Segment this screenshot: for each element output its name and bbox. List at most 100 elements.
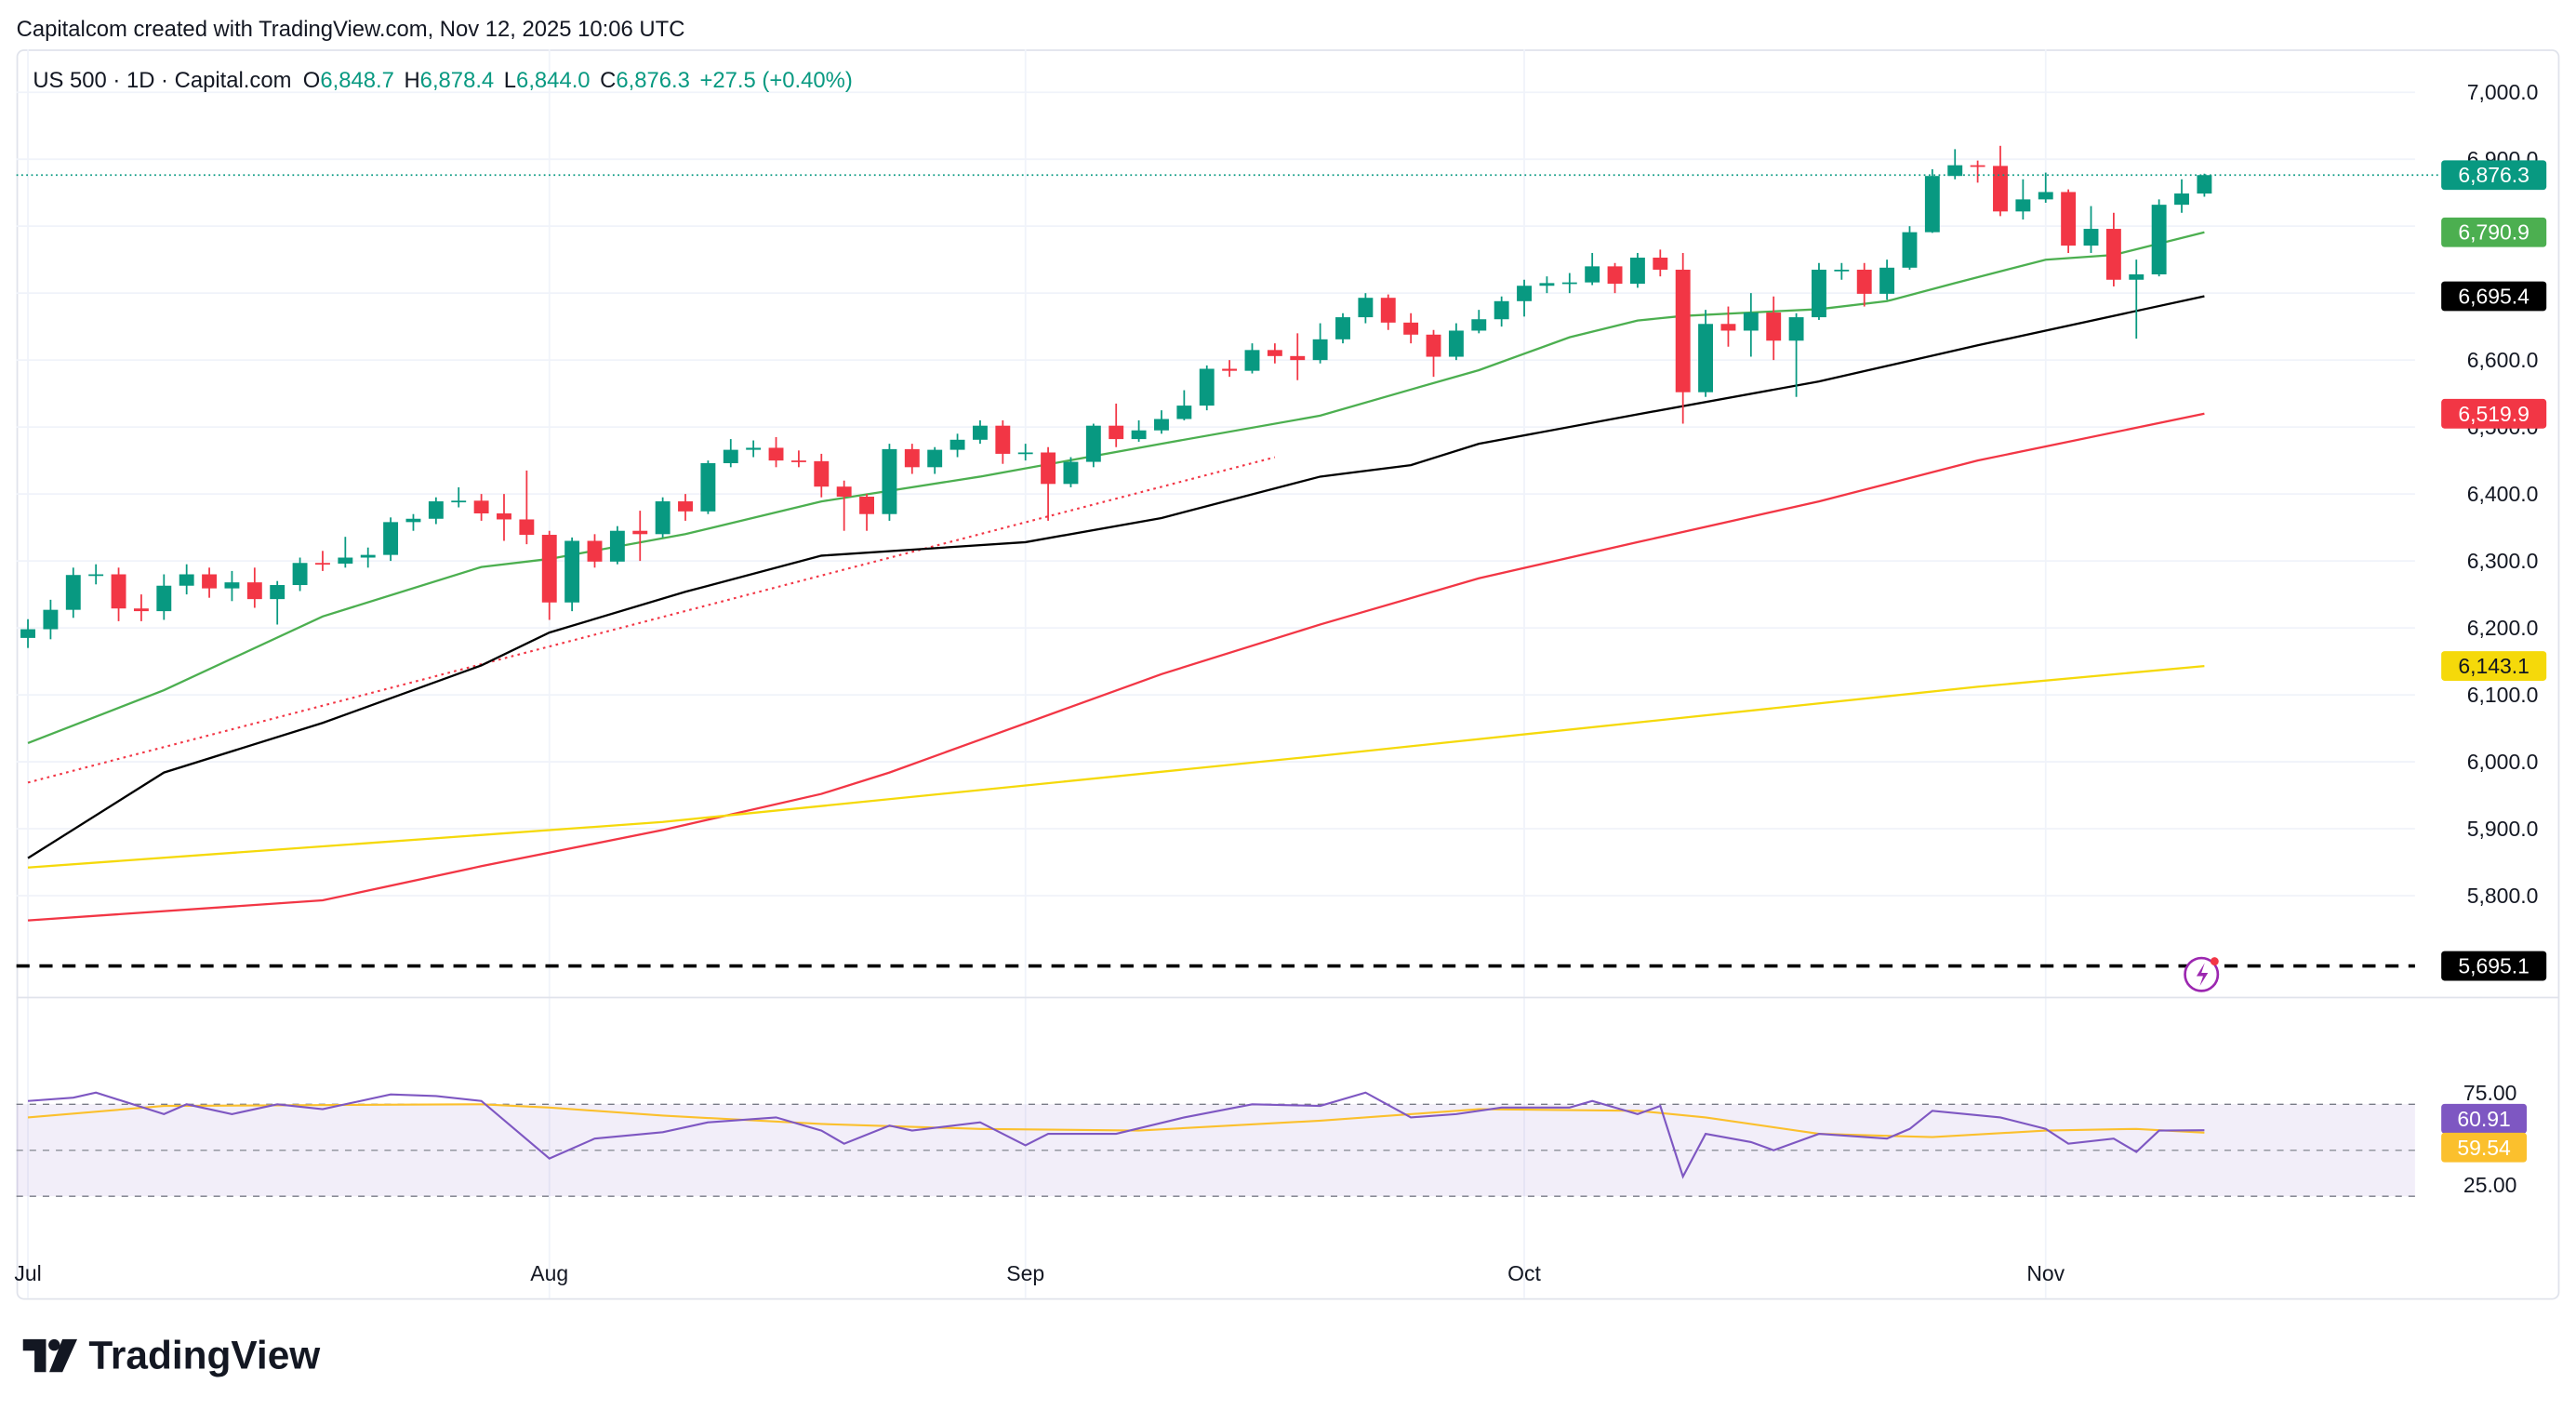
- brand-name: TradingView: [88, 1334, 321, 1377]
- legend-key: O: [303, 68, 321, 93]
- y-tick-label: 6,600.0: [2467, 348, 2539, 372]
- candle-body: [2151, 205, 2167, 275]
- candle-body: [338, 557, 353, 564]
- candle-body: [1154, 419, 1169, 431]
- candle-body: [111, 574, 126, 609]
- y-tick-label: 6,000.0: [2467, 750, 2539, 774]
- candle-body: [405, 518, 421, 523]
- candle-body: [1743, 313, 1759, 331]
- candle-body: [927, 449, 943, 468]
- candle-body: [133, 608, 149, 612]
- candle-body: [632, 530, 648, 535]
- candle-body: [1856, 269, 1872, 294]
- candle-body: [20, 629, 35, 638]
- candle-body: [1766, 313, 1782, 341]
- plot-layer: Jul Aug Sep Oct Nov 5,800.0 5,900.0 6,000.0 6,10…: [14, 49, 2558, 1298]
- candle-body: [2061, 192, 2077, 246]
- candle-body: [202, 574, 218, 589]
- y-tick-label: 5,800.0: [2467, 884, 2539, 908]
- candle-body: [1653, 258, 1668, 270]
- x-tick-label: Sep: [1006, 1261, 1044, 1285]
- candle-body: [882, 448, 897, 514]
- candle-body: [156, 585, 172, 612]
- candle-body: [859, 496, 874, 514]
- line-value-label-box: [2441, 217, 2547, 247]
- line-value-label: 6,695.4: [2458, 284, 2530, 308]
- brand-logo: [22, 1338, 78, 1373]
- candle-body: [1199, 368, 1215, 406]
- candle-body: [746, 447, 762, 450]
- candle-body: [1902, 232, 1918, 268]
- candle-body: [1720, 324, 1736, 331]
- y-tick-label: 6,300.0: [2467, 549, 2539, 573]
- candle-body: [428, 501, 444, 519]
- candle-body: [1879, 267, 1895, 294]
- rsi-line: [27, 1091, 2205, 1179]
- legend-key: L: [504, 68, 516, 93]
- candle-body: [2105, 229, 2121, 280]
- rsi-tick-label: 75.00: [2463, 1081, 2516, 1105]
- candle-body: [1448, 330, 1464, 357]
- candle-body: [1970, 165, 1985, 167]
- legend-symbol: US 500 · 1D · Capital.com: [33, 68, 291, 93]
- candle-body: [2197, 175, 2212, 194]
- chart-frame: [16, 49, 2560, 1300]
- candle-body: [995, 425, 1011, 454]
- candle-body: [1290, 355, 1306, 361]
- x-tick-label: Jul: [14, 1261, 41, 1285]
- candle-body: [814, 460, 830, 487]
- y-tick-label: 7,000.0: [2467, 80, 2539, 104]
- candle-body: [519, 519, 535, 536]
- candle-body: [270, 585, 285, 600]
- candle-body: [1993, 166, 2008, 212]
- candle-body: [790, 460, 806, 462]
- legend-value: 6,876.3: [616, 68, 690, 93]
- candle-body: [88, 574, 104, 577]
- candle-body: [1131, 430, 1147, 440]
- last-price-label-box: [2441, 160, 2547, 191]
- candle-body: [1176, 406, 1192, 419]
- candle-body: [1834, 269, 1850, 272]
- candle-body: [949, 439, 965, 450]
- legend-value: 6,844.0: [516, 68, 591, 93]
- legend-key: H: [404, 68, 419, 93]
- legend-change: +27.5 (+0.40%): [700, 68, 853, 93]
- rsi-line: [27, 1103, 2205, 1138]
- candle-body: [2129, 274, 2144, 280]
- candle-body: [497, 512, 511, 520]
- candle-body: [1539, 283, 1555, 286]
- x-tick-label: Nov: [2026, 1261, 2065, 1285]
- rsi-value-label: 59.54: [2457, 1136, 2511, 1160]
- rsi-value-box: [2441, 1132, 2528, 1163]
- candle-body: [836, 486, 852, 497]
- candle-body: [904, 448, 920, 468]
- y-tick-label: 6,400.0: [2467, 482, 2539, 506]
- y-tick-label: 5,900.0: [2467, 817, 2539, 841]
- candle-body: [1335, 317, 1350, 339]
- legend-key: C: [600, 68, 616, 93]
- candle-body: [1017, 452, 1033, 455]
- level-label-box: [2441, 951, 2547, 981]
- candle-body: [360, 554, 376, 558]
- rsi-value-box: [2441, 1103, 2528, 1134]
- candle-body: [1494, 300, 1509, 320]
- candle-body: [972, 425, 988, 440]
- legend: US 500 · 1D · Capital.com O6,848.7 H6,878.…: [33, 68, 852, 93]
- candle-body: [2015, 199, 2031, 212]
- x-tick-label: Oct: [1507, 1261, 1541, 1285]
- candle-body: [1041, 452, 1056, 485]
- candle-body: [473, 500, 489, 513]
- x-tick-label: Aug: [530, 1261, 568, 1285]
- moving-average: [27, 412, 2205, 922]
- candle-body: [2038, 192, 2053, 200]
- line-value-label: 6,519.9: [2458, 402, 2530, 426]
- level-label: 5,695.1: [2458, 954, 2530, 978]
- line-value-label: 6,143.1: [2458, 654, 2530, 678]
- candle-body: [700, 463, 716, 512]
- y-tick-label: 6,100.0: [2467, 683, 2539, 707]
- alert-badge: [2210, 957, 2219, 966]
- candle-body: [678, 501, 693, 512]
